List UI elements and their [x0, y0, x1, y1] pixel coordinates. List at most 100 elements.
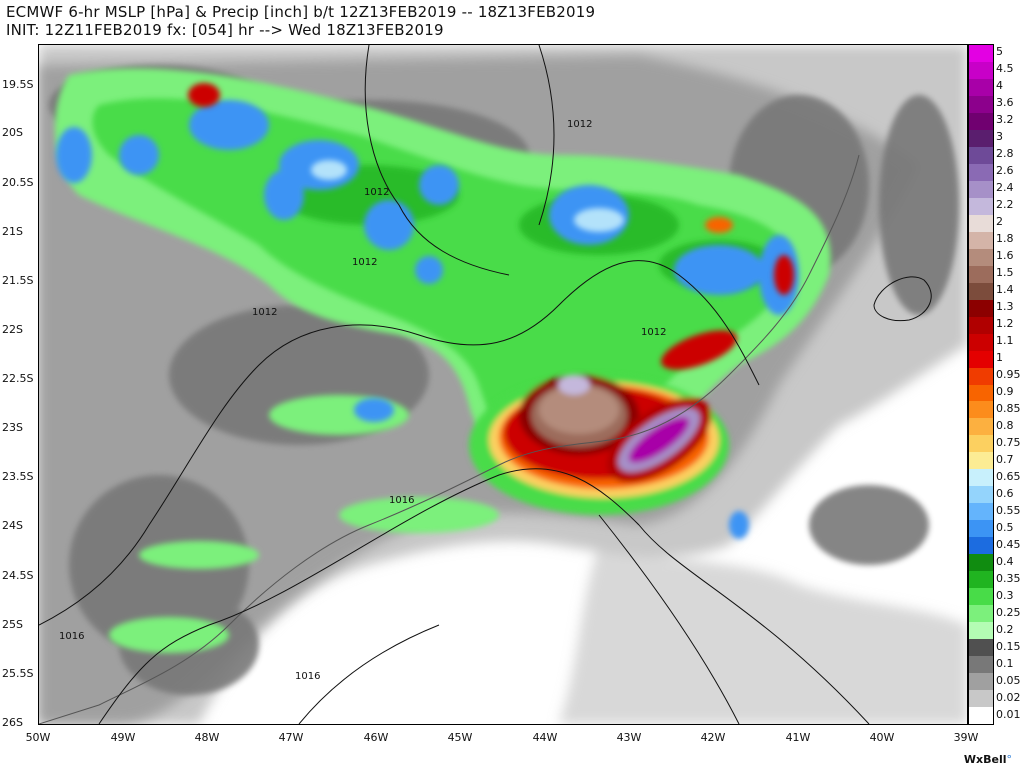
colorbar-swatch — [969, 401, 993, 419]
isobar-label: 1012 — [252, 307, 277, 318]
brand-logo: WxBell° — [964, 753, 1012, 766]
lat-label: 24S — [2, 519, 23, 532]
colorbar-swatch — [969, 316, 993, 335]
colorbar-label: 0.6 — [996, 486, 1014, 500]
colorbar-label: 0.2 — [996, 622, 1014, 636]
colorbar-swatch — [969, 690, 993, 708]
colorbar-swatch — [969, 554, 993, 572]
lon-label: 41W — [785, 731, 811, 744]
brand-name: WxBell — [963, 753, 1007, 766]
lon-label: 49W — [110, 731, 136, 744]
colorbar-label: 1.2 — [996, 317, 1014, 331]
isobars — [39, 45, 932, 724]
colorbar-swatch — [969, 537, 993, 555]
lon-label: 39W — [953, 731, 979, 744]
colorbar-swatch — [969, 129, 993, 148]
colorbar-label: 1.3 — [996, 300, 1014, 314]
header-line-1: ECMWF 6-hr MSLP [hPa] & Precip [inch] b/… — [6, 3, 596, 21]
colorbar-swatch — [969, 452, 993, 470]
colorbar-label: 4 — [996, 79, 1003, 93]
colorbar-label: 0.02 — [996, 690, 1021, 704]
precip-lightblue — [311, 160, 624, 232]
colorbar-swatch — [969, 486, 993, 504]
lat-label: 22.5S — [2, 372, 34, 385]
colorbar-swatch — [969, 520, 993, 538]
colorbar-label: 0.65 — [996, 469, 1021, 483]
lon-label: 42W — [700, 731, 726, 744]
lon-label: 40W — [869, 731, 895, 744]
colorbar-swatch — [969, 333, 993, 352]
lat-label: 20.5S — [2, 176, 34, 189]
lat-label: 24.5S — [2, 569, 34, 582]
colorbar-swatch — [969, 656, 993, 674]
lat-label: 22S — [2, 323, 23, 336]
colorbar-swatch — [969, 265, 993, 284]
lat-label: 23.5S — [2, 470, 34, 483]
colorbar-swatch — [969, 197, 993, 216]
lon-label: 50W — [25, 731, 51, 744]
lat-label: 25S — [2, 618, 23, 631]
coastline — [39, 154, 860, 724]
lat-label: 23S — [2, 421, 23, 434]
colorbar-label: 1.6 — [996, 249, 1014, 263]
colorbar-label: 3 — [996, 130, 1003, 144]
colorbar-label: 0.3 — [996, 588, 1014, 602]
colorbar-label: 1.8 — [996, 232, 1014, 246]
colorbar-swatch — [969, 350, 993, 369]
lat-label: 25.5S — [2, 667, 34, 680]
colorbar-label: 1.1 — [996, 334, 1014, 348]
colorbar-label: 0.01 — [996, 707, 1021, 721]
lon-label: 46W — [363, 731, 389, 744]
colorbar-swatch — [969, 418, 993, 436]
colorbar-swatch — [969, 571, 993, 589]
isobar-label: 1012 — [352, 257, 377, 268]
colorbar-label: 2.2 — [996, 198, 1014, 212]
colorbar-label: 2.8 — [996, 147, 1014, 161]
colorbar-label: 0.15 — [996, 639, 1021, 653]
colorbar-swatch — [969, 435, 993, 453]
colorbar-label: 2.4 — [996, 181, 1014, 195]
colorbar-label: 0.75 — [996, 435, 1021, 449]
colorbar-swatch — [969, 673, 993, 691]
colorbar-label: 1 — [996, 351, 1003, 365]
colorbar-label: 0.35 — [996, 571, 1021, 585]
colorbar-swatch — [969, 503, 993, 521]
isobar-label: 1016 — [389, 495, 414, 506]
colorbar-swatch — [969, 299, 993, 318]
lat-label: 26S — [2, 716, 23, 729]
colorbar-swatch — [969, 180, 993, 199]
precip-map: 1012 1012 1012 1012 1012 1016 1016 1016 — [38, 44, 968, 725]
colorbar-label: 0.55 — [996, 503, 1021, 517]
lat-label: 20S — [2, 126, 23, 139]
colorbar-label: 0.9 — [996, 384, 1014, 398]
colorbar-swatch — [969, 214, 993, 233]
isobar-label: 1012 — [641, 327, 666, 338]
colorbar-label: 3.2 — [996, 113, 1014, 127]
colorbar-label: 2 — [996, 215, 1003, 229]
colorbar-label: 2.6 — [996, 164, 1014, 178]
colorbar-swatch — [969, 45, 993, 63]
isobar-label: 1012 — [567, 119, 592, 130]
colorbar-label: 3.6 — [996, 96, 1014, 110]
colorbar-label: 0.1 — [996, 656, 1014, 670]
lat-label: 21S — [2, 225, 23, 238]
colorbar-label: 0.5 — [996, 520, 1014, 534]
colorbar-label: 0.95 — [996, 368, 1021, 381]
colorbar-label: 0.4 — [996, 554, 1014, 568]
colorbar-swatch — [969, 367, 993, 385]
colorbar-swatch — [969, 622, 993, 640]
lon-label: 43W — [616, 731, 642, 744]
colorbar — [968, 44, 994, 725]
colorbar-label: 1.4 — [996, 283, 1014, 297]
lat-label: 21.5S — [2, 274, 34, 287]
colorbar-swatch — [969, 588, 993, 606]
colorbar-swatch — [969, 282, 993, 301]
colorbar-swatch — [969, 112, 993, 131]
colorbar-label: 0.7 — [996, 452, 1014, 466]
lon-label: 48W — [194, 731, 220, 744]
isobar-labels: 1012 1012 1012 1012 1012 1016 1016 1016 — [59, 119, 666, 682]
colorbar-label: 1.5 — [996, 266, 1014, 280]
colorbar-swatch — [969, 95, 993, 114]
header-line-2: INIT: 12Z11FEB2019 fx: [054] hr --> Wed … — [6, 21, 444, 39]
lon-label: 45W — [447, 731, 473, 744]
